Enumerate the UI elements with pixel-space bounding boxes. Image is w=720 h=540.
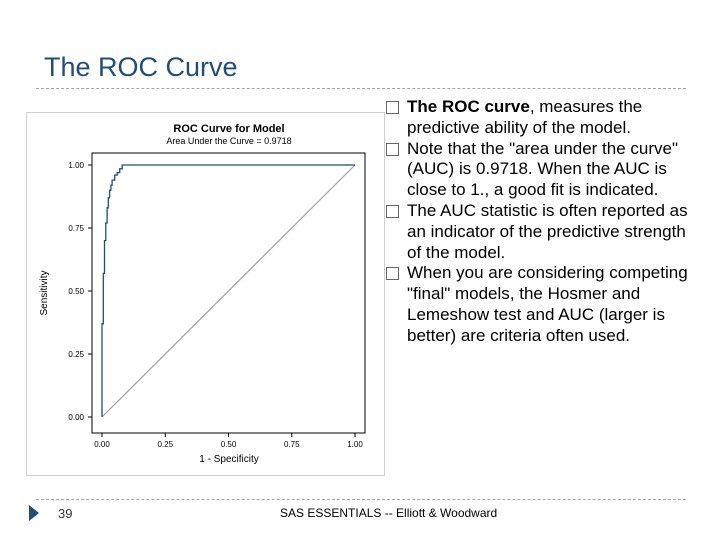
x-axis: 0.00 0.25 0.50 0.75 1.00	[94, 433, 363, 449]
bullet-box-icon	[386, 101, 399, 114]
bullet-box-icon	[386, 267, 399, 281]
bullet-item: Note that the "area under the curve" (AU…	[384, 139, 694, 201]
reference-diagonal	[101, 164, 356, 418]
x-tick-label: 0.25	[157, 440, 173, 449]
y-tick-label: 0.25	[68, 350, 84, 359]
roc-curve-line	[101, 164, 355, 417]
y-axis-label: Sensitivity	[39, 270, 50, 315]
y-tick-label: 0.00	[68, 413, 84, 422]
bullet-item: When you are considering competing "fina…	[384, 263, 694, 346]
bullet-item: The AUC statistic is often reported as a…	[384, 201, 694, 263]
bullet-item: The ROC curve, measures the predictive a…	[384, 97, 694, 139]
x-tick-label: 0.50	[221, 440, 237, 449]
title-divider	[36, 88, 686, 89]
bullet-bold-text: The ROC curve	[407, 97, 530, 116]
bullet-box-icon	[386, 142, 399, 156]
x-axis-label: 1 - Specificity	[199, 454, 258, 465]
footer-divider	[36, 499, 686, 500]
y-tick-label: 0.75	[68, 224, 84, 233]
chart-title: ROC Curve for Model	[173, 123, 284, 135]
roc-chart: ROC Curve for Model Area Under the Curve…	[26, 112, 385, 476]
bullet-list: The ROC curve, measures the predictive a…	[384, 97, 694, 347]
y-tick-label: 0.50	[68, 287, 84, 296]
bullet-text: The AUC statistic is often reported as a…	[407, 200, 688, 262]
chart-subtitle: Area Under the Curve = 0.9718	[166, 136, 291, 146]
x-tick-label: 0.75	[284, 440, 300, 449]
page-number: 39	[58, 506, 73, 521]
x-tick-label: 0.00	[94, 440, 110, 449]
bullet-box-icon	[386, 204, 399, 218]
y-axis: 0.00 0.25 0.50 0.75 1.00	[68, 161, 92, 422]
bullet-text: , measures the predictive ability of the…	[407, 97, 643, 137]
roc-chart-svg: ROC Curve for Model Area Under the Curve…	[39, 123, 366, 465]
slide-title: The ROC Curve	[44, 52, 238, 82]
bullet-text: Note that the "area under the curve" (AU…	[407, 138, 679, 200]
footer-text: SAS ESSENTIALS -- Elliott & Woodward	[280, 506, 498, 520]
page-arrow-icon	[29, 505, 39, 521]
bullet-text: When you are considering competing "fina…	[407, 263, 688, 345]
x-tick-label: 1.00	[347, 440, 363, 449]
y-tick-label: 1.00	[68, 161, 84, 170]
